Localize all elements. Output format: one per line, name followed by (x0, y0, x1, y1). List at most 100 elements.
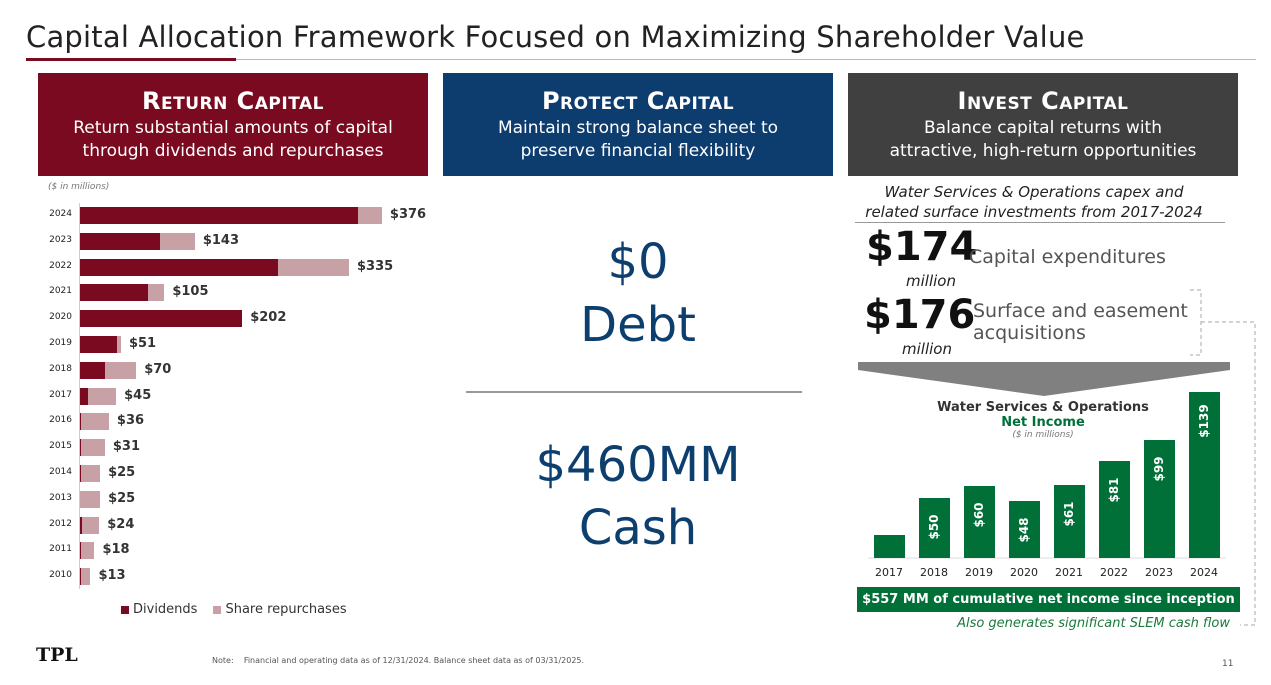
bar-value-label: $50 (927, 514, 941, 540)
dividends-bar (80, 336, 117, 353)
invest-subtitle: Water Services & Operations capex and re… (848, 182, 1220, 222)
capex-unit: million (906, 272, 956, 290)
dividends-bar (80, 207, 358, 224)
invest-subtitle-2: related surface investments from 2017-20… (865, 203, 1203, 221)
year-label: 2016 (49, 415, 72, 426)
footer-note: Note: Financial and operating data as of… (212, 656, 584, 665)
legend: Dividends Share repurchases (121, 602, 347, 617)
protect-desc-2: preserve financial flexibility (520, 141, 756, 161)
total-label: $25 (108, 465, 136, 480)
bar-value-label: $139 (1197, 404, 1211, 438)
bar-value-label: $19 (882, 501, 896, 527)
year-label: 2015 (49, 441, 72, 452)
total-label: $25 (108, 490, 136, 506)
left-chart-axis (79, 203, 80, 589)
dividends-bar (80, 465, 81, 482)
total-label: $143 (202, 232, 240, 248)
year-label: 2011 (49, 544, 72, 555)
dividends-bar (80, 310, 243, 328)
year-tick: 2023 (1145, 566, 1173, 579)
invest-capital-header: Invest Capital Balance capital returns w… (848, 73, 1238, 176)
net-income-bar (1099, 461, 1130, 558)
unit-note: ($ in millions) (48, 182, 110, 192)
bar-value-label: $61 (1062, 501, 1076, 527)
slem-footnote: Also generates significant SLEM cash flo… (957, 616, 1230, 631)
bar-value-label: $99 (1152, 456, 1166, 482)
year-label: 2024 (49, 209, 72, 219)
year-tick: 2021 (1055, 566, 1083, 579)
page-number: 11 (1222, 659, 1234, 669)
note-label: Note: (212, 656, 234, 665)
capex-value: $174 (866, 224, 978, 270)
net-income-bar (1009, 500, 1040, 558)
protect-capital-header: Protect Capital Maintain strong balance … (443, 73, 833, 176)
total-label: $202 (250, 310, 287, 326)
year-label: 2014 (49, 467, 72, 477)
repurchases-bar (80, 413, 109, 431)
legend-dividends: Dividends (133, 602, 198, 617)
year-tick: 2024 (1190, 566, 1218, 579)
legend-swatch-dividends (121, 605, 129, 614)
dividends-bar (80, 516, 83, 534)
total-label: $335 (357, 258, 394, 274)
dividends-bar (80, 439, 81, 457)
protect-heading: Protect Capital (541, 87, 735, 115)
net-income-bar (964, 486, 995, 558)
surface-label-1: Surface and easement (973, 300, 1188, 322)
surface-label-2: acquisitions (973, 322, 1086, 344)
repurchases-bar (104, 361, 137, 379)
total-label: $70 (144, 361, 172, 377)
funnel-arrow-icon (858, 362, 1230, 396)
year-label: 2019 (49, 338, 72, 348)
chart-subtitle: Net Income (1001, 415, 1085, 430)
legend-swatch-repurchases (213, 605, 222, 614)
total-label: $45 (124, 387, 152, 403)
dividends-bar (80, 232, 161, 250)
total-label: $376 (389, 207, 427, 222)
bar-value-label: $48 (1017, 517, 1031, 543)
total-label: $18 (102, 542, 130, 558)
year-label: 2013 (49, 492, 72, 503)
repurchases-bar (278, 258, 349, 276)
total-label: $31 (112, 439, 141, 455)
surface-unit: million (902, 340, 952, 358)
return-capital-header: Return Capital Return substantial amount… (38, 73, 428, 176)
bar-value-label: $60 (972, 502, 986, 528)
dividends-bar (80, 542, 81, 560)
return-desc-2: through dividends and repurchases (82, 141, 384, 161)
invest-heading: Invest Capital (957, 87, 1129, 115)
cumulative-banner: $557 MM of cumulative net income since i… (857, 587, 1240, 612)
dividends-bar (80, 387, 89, 405)
year-tick: 2022 (1100, 566, 1128, 579)
year-label: 2018 (49, 363, 72, 374)
tpl-logo: TPL (36, 644, 78, 666)
invest-desc-2: attractive, high-return opportunities (889, 141, 1197, 161)
cash-value: $460MM (535, 437, 741, 493)
invest-subtitle-1: Water Services & Operations capex and (884, 183, 1184, 201)
total-label: $51 (128, 336, 157, 351)
net-income-bar (1054, 485, 1085, 558)
year-label: 2020 (49, 312, 72, 323)
cash-label: Cash (578, 500, 698, 556)
protect-desc-1: Maintain strong balance sheet to (497, 118, 779, 138)
repurchases-bar (80, 542, 95, 560)
title-accent (26, 58, 236, 61)
year-tick: 2019 (965, 566, 993, 579)
net-income-bar (1189, 392, 1220, 558)
chart-title: Water Services & Operations (937, 400, 1149, 415)
net-income-chart-title: Water Services & Operations Net Income (… (880, 400, 1206, 440)
chart-unit-note: ($ in millions) (1012, 430, 1074, 440)
surface-value: $176 (864, 292, 976, 338)
dividends-bar (80, 568, 81, 586)
year-tick: 2018 (920, 566, 948, 579)
repurchases-bar (82, 516, 100, 534)
dashed-connector (1201, 321, 1256, 626)
bar-value-label: $81 (1107, 477, 1121, 503)
net-income-bar (1144, 439, 1175, 558)
year-label: 2010 (49, 570, 72, 581)
repurchases-bar (160, 232, 195, 250)
total-label: $36 (116, 413, 145, 429)
repurchases-bar (80, 568, 91, 586)
debt-label: Debt (580, 297, 696, 353)
